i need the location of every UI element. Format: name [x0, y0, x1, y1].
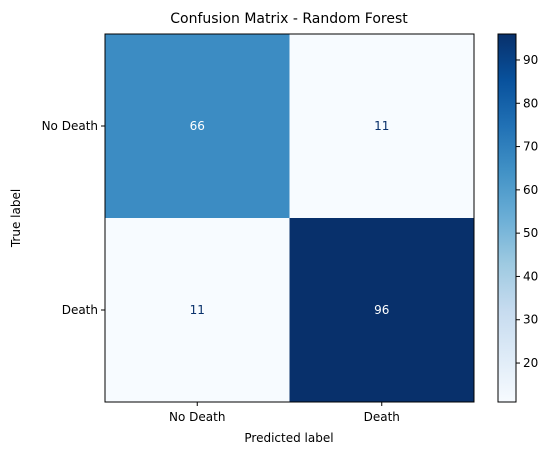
matrix-cell: [289, 218, 474, 402]
colorbar-ticks: 20 30 40 50 60 70 80 90: [516, 53, 538, 370]
y-axis-label: True label: [9, 189, 23, 248]
colorbar-tick-label: 40: [523, 269, 538, 283]
matrix-cell: [289, 34, 474, 218]
cell-value-labels: 66 11 11 96: [190, 119, 390, 317]
matrix-cell: [105, 218, 290, 402]
y-axis-ticks: No Death Death: [42, 119, 105, 317]
matrix-cell: [105, 34, 290, 218]
plot-frame: [104, 33, 475, 403]
colorbar-tick-label: 60: [523, 183, 538, 197]
colorbar-tick-label: 80: [523, 96, 538, 110]
x-tick-label: No Death: [169, 410, 225, 424]
y-tick-label: No Death: [42, 119, 98, 133]
y-tick-label: Death: [62, 303, 98, 317]
colorbar-tick-label: 50: [523, 226, 538, 240]
x-axis-label: Predicted label: [244, 431, 333, 445]
cell-value-label: 11: [374, 119, 389, 133]
colorbar-tick-label: 20: [523, 356, 538, 370]
chart-title: Confusion Matrix - Random Forest: [170, 11, 408, 27]
cell-value-label: 96: [374, 303, 389, 317]
x-axis-ticks: No Death Death: [169, 402, 400, 424]
cell-value-label: 11: [190, 303, 205, 317]
x-tick-label: Death: [364, 410, 400, 424]
matrix-cells: [105, 34, 474, 402]
cell-value-label: 66: [190, 119, 205, 133]
colorbar-tick-label: 30: [523, 313, 538, 327]
colorbar-tick-label: 90: [523, 53, 538, 67]
colorbar-tick-label: 70: [523, 140, 538, 154]
colorbar: [497, 33, 517, 403]
